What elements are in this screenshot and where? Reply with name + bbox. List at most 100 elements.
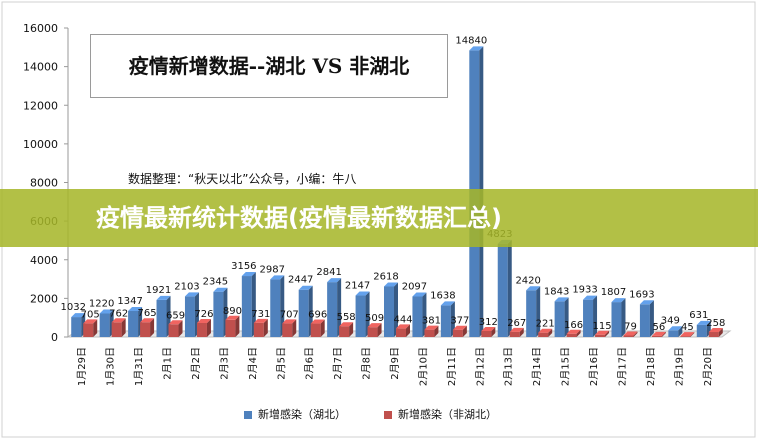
- data-label: 1807: [601, 287, 626, 298]
- bar-top: [270, 275, 285, 280]
- bar-side: [178, 320, 183, 337]
- promo-banner: 疫情最新统计数据(疫情最新数据汇总): [0, 189, 758, 247]
- bar-top: [639, 300, 654, 305]
- bar: [355, 295, 366, 337]
- bar-side: [576, 329, 581, 337]
- bar-side: [507, 239, 512, 337]
- x-tick-label: 2月5日: [275, 347, 287, 380]
- data-label: 2987: [260, 264, 285, 275]
- data-label: 1638: [430, 290, 455, 301]
- bar-side: [251, 272, 256, 337]
- x-tick-label: 2月11日: [446, 347, 458, 386]
- bar-side: [263, 318, 268, 337]
- bar-top: [355, 291, 370, 296]
- x-tick-label: 2月8日: [361, 347, 373, 380]
- y-tick-label: 12000: [23, 99, 58, 112]
- bar-side: [491, 326, 496, 337]
- x-tick-label: 2月12日: [474, 347, 486, 386]
- bar: [595, 334, 606, 337]
- bar-side: [121, 318, 126, 337]
- bar-top: [566, 329, 581, 334]
- bar: [639, 304, 650, 337]
- data-label: 2345: [203, 277, 228, 288]
- legend-swatch-non-hubei: [384, 411, 392, 419]
- bar-top: [339, 322, 354, 327]
- data-label: 2618: [373, 271, 398, 282]
- y-tick-label: 0: [51, 331, 58, 344]
- bar: [538, 332, 549, 337]
- bar-top: [623, 331, 638, 336]
- bar: [424, 329, 435, 337]
- x-tick-label: 2月14日: [531, 347, 543, 386]
- bar-side: [450, 301, 455, 337]
- x-tick-label: 2月9日: [389, 347, 401, 380]
- x-tick-label: 2月19日: [673, 347, 685, 386]
- bar-top: [225, 315, 240, 320]
- bar: [327, 282, 338, 337]
- bar: [71, 317, 82, 337]
- x-tick-label: 1月30日: [105, 347, 117, 386]
- bar-top: [310, 319, 325, 324]
- bar-side: [690, 332, 695, 337]
- bar-top: [611, 298, 626, 303]
- bar-top: [554, 297, 569, 302]
- bar: [367, 327, 378, 337]
- bar: [213, 291, 224, 337]
- data-label: 1921: [146, 285, 171, 296]
- x-tick-label: 2月13日: [503, 347, 515, 386]
- bar-side: [235, 315, 240, 337]
- data-label: 312: [479, 317, 498, 328]
- bar-top: [111, 318, 126, 323]
- bar-side: [434, 325, 439, 337]
- x-tick-label: 2月17日: [616, 347, 628, 386]
- bar: [225, 319, 236, 337]
- bar-side: [548, 328, 553, 337]
- bar-side: [661, 331, 666, 337]
- bar-side: [633, 331, 638, 337]
- bar-top: [583, 295, 598, 300]
- bar: [412, 296, 423, 337]
- x-tick-label: 2月18日: [645, 347, 657, 386]
- bar-top: [651, 331, 666, 336]
- data-label: 45: [681, 322, 694, 333]
- legend-item-non-hubei: 新增感染（非湖北）: [384, 405, 497, 425]
- bar-top: [196, 318, 211, 323]
- bar-side: [150, 318, 155, 337]
- bar-top: [241, 272, 256, 277]
- bar-top: [509, 327, 524, 332]
- bar-side: [406, 324, 410, 337]
- bar-top: [83, 319, 98, 324]
- data-label: 258: [706, 318, 725, 329]
- bar-top: [595, 330, 610, 335]
- data-label: 1220: [89, 298, 114, 309]
- bar-top: [424, 325, 439, 330]
- bar-side: [93, 319, 98, 337]
- bar: [452, 329, 463, 337]
- data-label: 56: [653, 322, 666, 333]
- data-label: 696: [308, 310, 327, 321]
- bar-side: [394, 282, 398, 337]
- data-label: 2103: [174, 281, 199, 292]
- bar: [497, 243, 508, 337]
- y-tick-label: 10000: [23, 138, 58, 151]
- data-label: 1693: [629, 289, 654, 300]
- bar: [611, 302, 622, 337]
- chart-legend: 新增感染（湖北） 新增感染（非湖北）: [0, 405, 758, 425]
- data-label: 166: [564, 320, 583, 331]
- data-label: 2447: [288, 275, 313, 286]
- data-label: 765: [138, 308, 157, 319]
- bar-top: [396, 324, 410, 329]
- bar: [270, 279, 281, 337]
- x-tick-label: 2月16日: [588, 347, 600, 386]
- y-tick-label: 4000: [30, 254, 58, 267]
- data-label: 1032: [60, 302, 85, 313]
- bar: [384, 286, 394, 337]
- bar-side: [292, 319, 297, 337]
- bar-top: [538, 328, 553, 333]
- bar-top: [481, 326, 496, 331]
- bar-top: [168, 320, 183, 325]
- bar: [282, 323, 293, 337]
- bar-side: [422, 292, 427, 337]
- bar-top: [327, 278, 342, 283]
